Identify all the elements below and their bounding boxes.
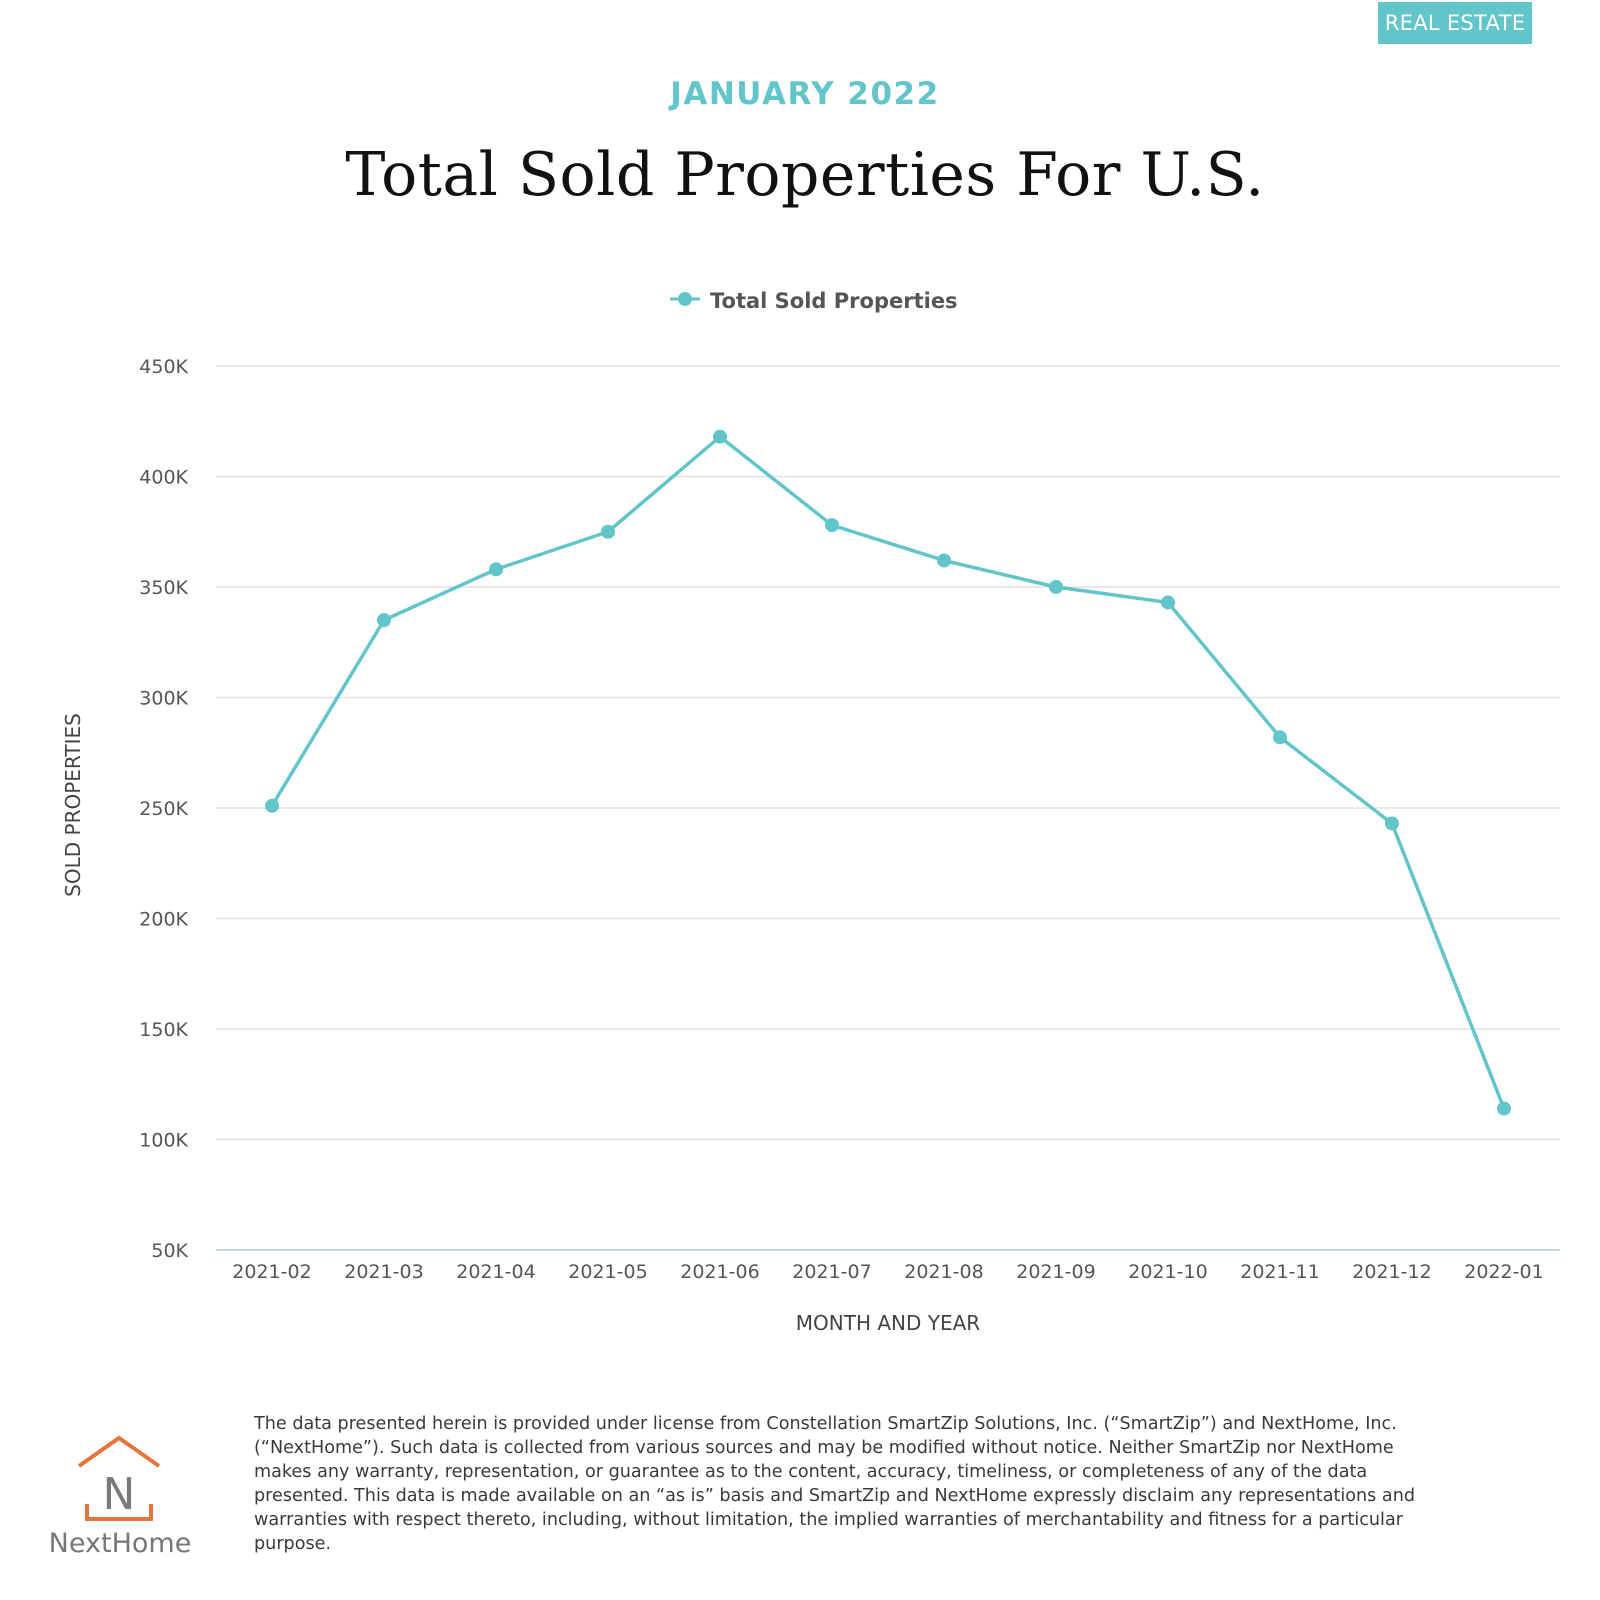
data-point[interactable] [377, 613, 391, 628]
y-tick-label: 200K [139, 909, 188, 931]
data-point[interactable] [1273, 730, 1287, 745]
x-tick-label: 2022-01 [1464, 1261, 1543, 1283]
x-tick-label: 2021-10 [1128, 1261, 1207, 1283]
legend-dot-marker [678, 292, 692, 306]
x-tick-label: 2021-06 [680, 1261, 759, 1283]
nexthome-logo-icon: N [77, 1435, 161, 1521]
line-chart: Total Sold Properties 50K 100K 150K 200K 250… [61, 289, 1560, 1335]
x-axis-label: MONTH AND YEAR [796, 1311, 981, 1335]
y-axis-label: SOLD PROPERTIES [61, 713, 85, 897]
series-total-sold [265, 429, 1511, 1116]
x-tick-label: 2021-11 [1240, 1261, 1319, 1283]
data-point[interactable] [489, 562, 503, 577]
logo-wordmark: NextHome [48, 1528, 192, 1559]
y-tick-label: 50K [151, 1240, 188, 1262]
y-tick-label: 350K [139, 577, 188, 599]
logo-roof-shape [77, 1435, 161, 1468]
y-tick-label: 400K [139, 467, 188, 489]
y-tick-label: 150K [139, 1019, 188, 1041]
data-point[interactable] [601, 524, 615, 539]
report-month: JANUARY 2022 [670, 76, 940, 112]
y-tick-label: 100K [139, 1130, 188, 1152]
logo-base-shape [85, 1504, 153, 1521]
category-badge: REAL ESTATE [1378, 2, 1532, 44]
data-point[interactable] [1161, 595, 1175, 610]
data-point[interactable] [713, 429, 727, 444]
data-point[interactable] [937, 553, 951, 568]
chart-legend[interactable]: Total Sold Properties [670, 289, 958, 313]
x-tick-label: 2021-05 [568, 1261, 647, 1283]
y-tick-label: 250K [139, 798, 188, 820]
x-tick-label: 2021-08 [904, 1261, 983, 1283]
page-title: Total Sold Properties For U.S. [345, 140, 1265, 210]
y-tick-labels: 50K 100K 150K 200K 250K 300K 350K 400K 450K [139, 356, 188, 1262]
data-point[interactable] [1385, 816, 1399, 831]
x-tick-label: 2021-07 [792, 1261, 871, 1283]
legend-label: Total Sold Properties [710, 289, 958, 313]
data-point[interactable] [265, 798, 279, 813]
x-tick-label: 2021-12 [1352, 1261, 1431, 1283]
x-tick-label: 2021-03 [344, 1261, 423, 1283]
series-line [270, 434, 1506, 1110]
y-tick-label: 450K [139, 356, 188, 378]
data-point[interactable] [825, 518, 839, 533]
x-tick-label: 2021-04 [456, 1261, 535, 1283]
data-point[interactable] [1497, 1101, 1511, 1116]
disclaimer-text: The data presented herein is provided un… [254, 1414, 1416, 1554]
y-tick-label: 300K [139, 688, 188, 710]
x-tick-labels: 2021-02 2021-03 2021-04 2021-05 2021-06 2021-… [232, 1261, 1543, 1283]
logo-letter: N [103, 1469, 136, 1520]
x-tick-label: 2021-09 [1016, 1261, 1095, 1283]
y-gridlines [216, 365, 1560, 1251]
data-point[interactable] [1049, 580, 1063, 594]
x-tick-label: 2021-02 [232, 1261, 311, 1283]
